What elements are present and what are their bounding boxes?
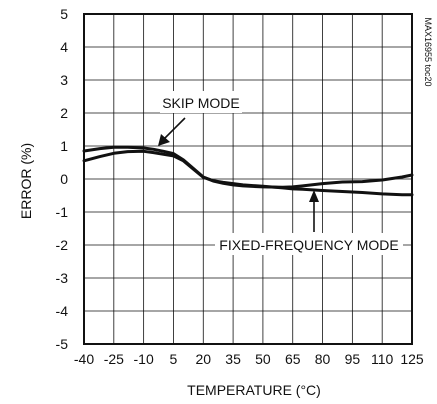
y-tick-label: -1 [56,204,69,220]
fixed-frequency-label: FIXED-FREQUENCY MODE [219,237,398,253]
x-tick-label: 20 [195,351,211,367]
x-tick-label: -25 [104,351,124,367]
skip-mode-arrow-line [162,117,186,141]
y-tick-label: -4 [56,303,69,319]
x-tick-label: 95 [345,351,361,367]
y-tick-label: -2 [56,237,69,253]
y-tick-label: 4 [60,39,68,55]
y-axis-title: ERROR (%) [18,143,34,219]
y-tick-label: 2 [60,105,68,121]
figure-code: MAX16955 toc20 [423,17,433,86]
x-axis-ticks: -40 -25 -10 5 20 35 50 65 80 95 110 125 [74,351,424,367]
y-tick-label: -5 [56,336,69,352]
series-layer [82,145,414,197]
annotations: SKIP MODE FIXED-FREQUENCY MODE [158,91,403,255]
x-axis-title: TEMPERATURE (°C) [187,382,321,398]
x-tick-label: 50 [255,351,271,367]
x-tick-label: 125 [400,351,424,367]
y-tick-label: 5 [60,6,68,22]
x-tick-label: 80 [315,351,331,367]
x-tick-label: 65 [285,351,301,367]
y-axis-ticks: 5 4 3 2 1 0 -1 -2 -3 -4 -5 [56,6,69,352]
y-tick-label: 0 [60,171,68,187]
fixed-frequency-line [82,145,414,189]
skip-mode-arrowhead [158,134,170,146]
x-tick-label: 35 [225,351,241,367]
x-tick-label: -40 [74,351,94,367]
y-tick-label: -3 [56,270,69,286]
fixed-frequency-label-bg [215,233,403,255]
x-tick-label: 110 [371,351,394,367]
fixed-frequency-arrowhead [309,190,319,202]
x-tick-label: -10 [134,351,154,367]
skip-mode-label-bg [160,91,242,113]
x-tick-label: 5 [170,351,178,367]
plot-frame [83,13,413,345]
y-tick-label: 1 [60,138,68,154]
y-tick-label: 3 [60,72,68,88]
skip-mode-label: SKIP MODE [162,95,240,111]
